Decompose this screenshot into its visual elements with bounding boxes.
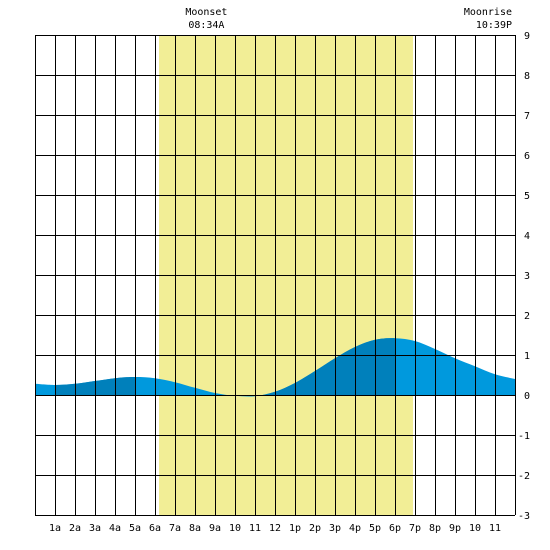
y-tick-label: 8	[524, 71, 530, 82]
x-tick-label: 5p	[369, 523, 381, 534]
x-tick-label: 9a	[209, 523, 221, 534]
x-tick-label: 3p	[329, 523, 341, 534]
y-tick-label: 2	[524, 311, 530, 322]
y-tick-label: 1	[524, 351, 530, 362]
y-tick-label: 0	[524, 391, 530, 402]
y-tick-label: 6	[524, 151, 530, 162]
annotation-time: 08:34A	[188, 20, 224, 31]
x-tick-label: 8p	[429, 523, 441, 534]
y-tick-label: 7	[524, 111, 530, 122]
x-tick-label: 11	[249, 523, 261, 534]
y-tick-label: -1	[518, 431, 530, 442]
y-tick-label: 4	[524, 231, 530, 242]
x-tick-label: 8a	[189, 523, 201, 534]
x-tick-label: 6a	[149, 523, 161, 534]
x-tick-label: 11	[489, 523, 501, 534]
x-tick-label: 4p	[349, 523, 361, 534]
x-tick-label: 9p	[449, 523, 461, 534]
y-tick-label: 3	[524, 271, 530, 282]
annotation-time: 10:39P	[476, 20, 512, 31]
annotation-label: Moonrise	[464, 7, 512, 18]
x-tick-label: 12	[269, 523, 281, 534]
y-tick-label: -2	[518, 471, 530, 482]
y-tick-label: 9	[524, 31, 530, 42]
x-tick-label: 7p	[409, 523, 421, 534]
x-tick-label: 10	[469, 523, 481, 534]
y-tick-label: 5	[524, 191, 530, 202]
x-tick-label: 2a	[69, 523, 81, 534]
x-tick-label: 1p	[289, 523, 301, 534]
x-tick-label: 2p	[309, 523, 321, 534]
x-tick-label: 3a	[89, 523, 101, 534]
x-tick-label: 5a	[129, 523, 141, 534]
x-tick-label: 6p	[389, 523, 401, 534]
annotation-label: Moonset	[185, 7, 227, 18]
x-tick-label: 4a	[109, 523, 121, 534]
x-tick-label: 7a	[169, 523, 181, 534]
x-tick-label: 10	[229, 523, 241, 534]
y-tick-label: -3	[518, 511, 530, 522]
x-tick-label: 1a	[49, 523, 61, 534]
